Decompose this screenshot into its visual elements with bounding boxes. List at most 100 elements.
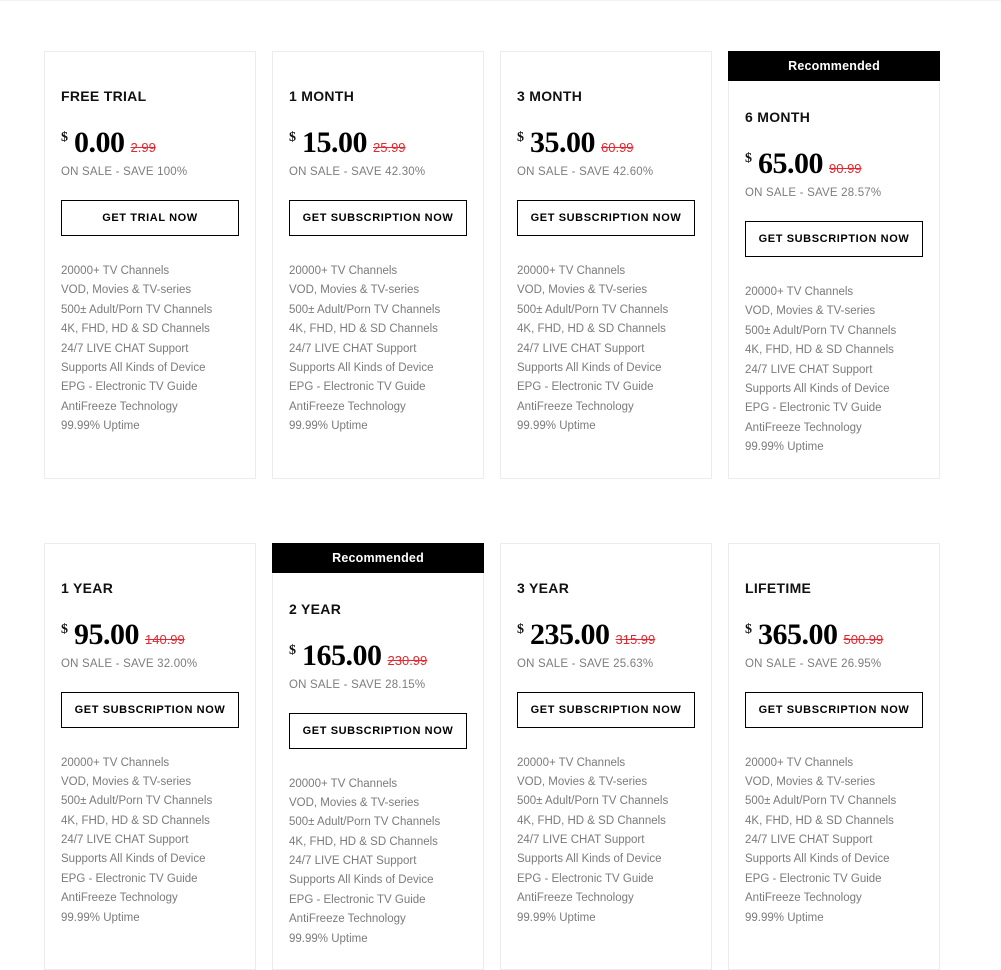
feature-item: 20000+ TV Channels [61, 262, 239, 280]
subscribe-button[interactable]: GET SUBSCRIPTION NOW [517, 200, 695, 236]
feature-item: 500± Adult/Porn TV Channels [745, 792, 923, 810]
original-price: 315.99 [616, 632, 656, 647]
pricing-card: Recommended 6 MONTH $65.00 90.99 ON SALE - S… [728, 51, 940, 479]
price-row: $65.00 90.99 [745, 147, 923, 181]
feature-item: 20000+ TV Channels [61, 754, 239, 772]
feature-list: 20000+ TV ChannelsVOD, Movies & TV-serie… [517, 262, 695, 436]
feature-item: 20000+ TV Channels [745, 283, 923, 301]
feature-item: Supports All Kinds of Device [517, 359, 695, 377]
save-text: ON SALE - SAVE 25.63% [517, 658, 695, 670]
feature-item: 500± Adult/Porn TV Channels [517, 301, 695, 319]
plan-price: 65.00 [758, 147, 823, 181]
feature-item: 4K, FHD, HD & SD Channels [61, 812, 239, 830]
save-text: ON SALE - SAVE 26.95% [745, 658, 923, 670]
plan-title: 6 MONTH [745, 109, 923, 125]
plan-price: 165.00 [302, 639, 382, 673]
feature-item: 99.99% Uptime [61, 909, 239, 927]
feature-item: EPG - Electronic TV Guide [745, 399, 923, 417]
save-text: ON SALE - SAVE 42.60% [517, 166, 695, 178]
pricing-card: 1 MONTH$15.0025.99ON SALE - SAVE 42.30%G… [272, 51, 484, 479]
original-price: 25.99 [373, 140, 406, 155]
feature-item: 500± Adult/Porn TV Channels [61, 301, 239, 319]
plan-price: 0.00 [74, 126, 125, 160]
feature-item: AntiFreeze Technology [745, 419, 923, 437]
pricing-card: LIFETIME $365.00 500.99 ON SALE - SAVE 26.9… [728, 543, 940, 970]
currency-symbol: $ [745, 151, 752, 167]
feature-item: AntiFreeze Technology [289, 398, 467, 416]
currency-symbol: $ [517, 622, 524, 638]
feature-item: 20000+ TV Channels [745, 754, 923, 772]
pricing-card: 1 YEAR $95.00140.99 ON SALE - SAVE 32.00% G… [44, 543, 256, 970]
feature-item: Supports All Kinds of Device [745, 380, 923, 398]
feature-item: 99.99% Uptime [289, 417, 467, 435]
pricing-card: Recommended2 YEAR$165.00230.99ON SALE - … [272, 543, 484, 970]
save-text: ON SALE - SAVE 28.57% [745, 187, 923, 199]
plan-title: 3 YEAR [517, 580, 695, 596]
plan-title: 2 YEAR [289, 601, 467, 617]
subscribe-button[interactable]: GET SUBSCRIPTION NOW [745, 692, 923, 728]
feature-item: 99.99% Uptime [289, 930, 467, 948]
price-row: $0.00 2.99 [61, 126, 239, 160]
pricing-card: FREE TRIAL$0.002.99ON SALE - SAVE 100%GE… [44, 51, 256, 479]
recommended-badge: Recommended [272, 543, 484, 573]
feature-item: 4K, FHD, HD & SD Channels [745, 812, 923, 830]
currency-symbol: $ [61, 130, 68, 146]
feature-item: 24/7 LIVE CHAT Support [745, 831, 923, 849]
feature-item: 500± Adult/Porn TV Channels [517, 792, 695, 810]
price-row: $165.00230.99 [289, 639, 467, 673]
feature-item: 24/7 LIVE CHAT Support [61, 340, 239, 358]
feature-item: 4K, FHD, HD & SD Channels [517, 812, 695, 830]
feature-item: VOD, Movies & TV-series [289, 794, 467, 812]
feature-item: VOD, Movies & TV-series [745, 302, 923, 320]
feature-item: AntiFreeze Technology [61, 889, 239, 907]
plan-title: 1 YEAR [61, 580, 239, 596]
feature-item: EPG - Electronic TV Guide [61, 378, 239, 396]
recommended-badge: Recommended [728, 51, 940, 81]
feature-item: Supports All Kinds of Device [289, 871, 467, 889]
save-text: ON SALE - SAVE 100% [61, 166, 239, 178]
feature-item: VOD, Movies & TV-series [517, 281, 695, 299]
feature-item: Supports All Kinds of Device [745, 850, 923, 868]
feature-item: 4K, FHD, HD & SD Channels [745, 341, 923, 359]
feature-list: 20000+ TV ChannelsVOD, Movies & TV-serie… [61, 262, 239, 436]
save-text: ON SALE - SAVE 32.00% [61, 658, 239, 670]
subscribe-button[interactable]: GET SUBSCRIPTION NOW [745, 221, 923, 257]
price-row: $95.00140.99 [61, 618, 239, 652]
feature-item: 24/7 LIVE CHAT Support [517, 340, 695, 358]
original-price: 2.99 [131, 140, 156, 155]
feature-list: 20000+ TV ChannelsVOD, Movies & TV-serie… [289, 775, 467, 949]
subscribe-button[interactable]: GET TRIAL NOW [61, 200, 239, 236]
subscribe-button[interactable]: GET SUBSCRIPTION NOW [61, 692, 239, 728]
original-price: 90.99 [829, 161, 862, 176]
feature-item: VOD, Movies & TV-series [61, 281, 239, 299]
feature-item: 4K, FHD, HD & SD Channels [289, 320, 467, 338]
feature-item: AntiFreeze Technology [289, 910, 467, 928]
original-price: 230.99 [388, 653, 428, 668]
price-row: $15.0025.99 [289, 126, 467, 160]
plan-title: LIFETIME [745, 580, 923, 596]
subscribe-button[interactable]: GET SUBSCRIPTION NOW [289, 713, 467, 749]
plan-price: 35.00 [530, 126, 595, 160]
feature-item: 20000+ TV Channels [517, 262, 695, 280]
subscribe-button[interactable]: GET SUBSCRIPTION NOW [289, 200, 467, 236]
original-price: 500.99 [844, 632, 884, 647]
currency-symbol: $ [517, 130, 524, 146]
feature-item: 24/7 LIVE CHAT Support [745, 361, 923, 379]
feature-list: 20000+ TV ChannelsVOD, Movies & TV-serie… [517, 754, 695, 928]
feature-item: 99.99% Uptime [745, 438, 923, 456]
feature-item: AntiFreeze Technology [517, 889, 695, 907]
feature-item: VOD, Movies & TV-series [745, 773, 923, 791]
subscribe-button[interactable]: GET SUBSCRIPTION NOW [517, 692, 695, 728]
original-price: 60.99 [601, 140, 634, 155]
feature-item: 99.99% Uptime [745, 909, 923, 927]
feature-item: EPG - Electronic TV Guide [61, 870, 239, 888]
feature-item: 20000+ TV Channels [289, 775, 467, 793]
plan-price: 15.00 [302, 126, 367, 160]
plan-price: 365.00 [758, 618, 838, 652]
plan-price: 235.00 [530, 618, 610, 652]
pricing-card: 3 YEAR $235.00 315.99 ON SALE - SAVE 25.63%… [500, 543, 712, 970]
feature-item: AntiFreeze Technology [517, 398, 695, 416]
pricing-grid: FREE TRIAL$0.002.99ON SALE - SAVE 100%GE… [0, 11, 1001, 970]
currency-symbol: $ [745, 622, 752, 638]
feature-item: 4K, FHD, HD & SD Channels [61, 320, 239, 338]
